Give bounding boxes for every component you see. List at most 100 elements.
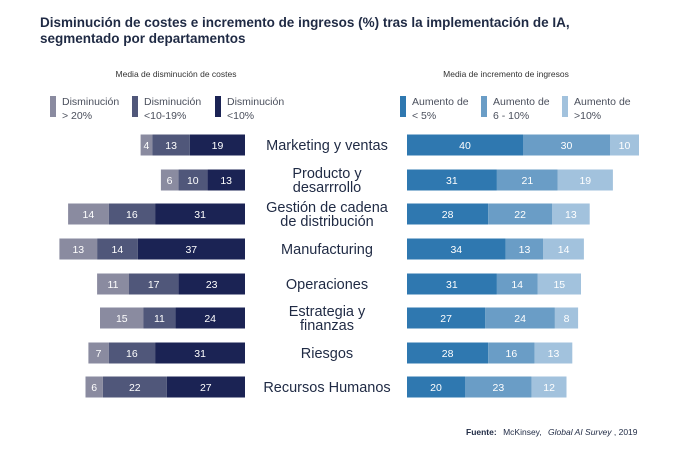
- cost-bar-segment: [189, 134, 245, 156]
- revenue-bar-segment: [407, 342, 489, 364]
- category-label: Marketing y ventas: [266, 138, 388, 154]
- revenue-data-label: 34: [450, 244, 462, 256]
- source-year: , 2019: [614, 427, 638, 437]
- category-label: Producto y desarrrollo: [292, 166, 362, 196]
- revenue-data-label: 19: [579, 175, 591, 187]
- revenue-data-label: 24: [514, 313, 526, 325]
- legend-label: Disminución <10-19%: [144, 96, 201, 122]
- cost-bar-segment: [160, 169, 179, 191]
- cost-bar-segment: [178, 169, 208, 191]
- cost-data-label: 16: [126, 209, 138, 221]
- cost-data-label: 13: [220, 175, 232, 187]
- cost-data-label: 11: [154, 313, 165, 325]
- source-org: McKinsey,: [503, 427, 542, 437]
- legend-label: Disminución > 20%: [62, 96, 119, 122]
- source-publication: Global AI Survey: [548, 427, 612, 437]
- revenue-bar-segment: [531, 376, 567, 398]
- cost-data-label: 4: [143, 140, 149, 152]
- category-label: Recursos Humanos: [263, 380, 390, 396]
- revenue-bar-segment: [407, 376, 465, 398]
- cost-bar-segment: [102, 376, 167, 398]
- revenue-data-label: 31: [446, 279, 458, 291]
- revenue-bar-segment: [557, 169, 613, 191]
- cost-bar-segment: [108, 342, 156, 364]
- cost-bar-segment: [137, 238, 245, 260]
- revenue-data-label: 14: [558, 244, 570, 256]
- cost-bar-segment: [59, 238, 98, 260]
- cost-data-label: 17: [148, 279, 160, 291]
- cost-bar-segment: [155, 203, 245, 225]
- cost-data-label: 19: [212, 140, 224, 152]
- cost-data-label: 31: [194, 209, 206, 221]
- revenue-data-label: 27: [440, 313, 452, 325]
- chart-title-line-2: segmentado por departamentos: [40, 31, 246, 46]
- category-label: Operaciones: [286, 277, 368, 293]
- revenue-data-label: 31: [446, 175, 458, 187]
- revenue-bar-segment: [465, 376, 532, 398]
- revenue-bar-segment: [496, 169, 558, 191]
- revenue-data-label: 8: [564, 313, 570, 325]
- legend-swatch: [132, 96, 138, 117]
- cost-data-label: 14: [112, 244, 124, 256]
- legend-swatch: [50, 96, 56, 117]
- cost-bar-segment: [207, 169, 245, 191]
- revenue-data-label: 30: [561, 140, 573, 152]
- legend-swatch: [400, 96, 406, 117]
- revenue-data-label: 20: [430, 382, 442, 394]
- revenue-bars: 40 30 10 31 21 19 28 22 13 34 13 14 31 14 15 27 24 8 28 16 1…: [407, 134, 639, 398]
- cost-bar-segment: [143, 307, 176, 329]
- cost-data-label: 37: [185, 244, 197, 256]
- revenue-data-label: 16: [506, 348, 518, 360]
- legend-label: Aumento de < 5%: [412, 96, 469, 122]
- cost-bar-segment: [100, 307, 144, 329]
- cost-bar-segment: [175, 307, 245, 329]
- source-note: Fuente: McKinsey, Global AI Survey , 201…: [466, 427, 638, 437]
- revenue-bar-segment: [485, 307, 555, 329]
- cost-data-label: 15: [116, 313, 128, 325]
- category-label: Estrategia y finanzas: [289, 304, 366, 334]
- revenue-bar-segment: [407, 273, 497, 295]
- cost-data-label: 16: [126, 348, 138, 360]
- revenue-legend: Aumento de < 5% Aumento de 6 - 10% Aumento d…: [400, 96, 631, 122]
- cost-bar-segment: [152, 134, 190, 156]
- cost-data-label: 13: [72, 244, 84, 256]
- cost-legend: Disminución > 20% Disminución <10-19% Dismin…: [50, 96, 284, 122]
- cost-data-label: 6: [91, 382, 97, 394]
- revenue-bar-segment: [407, 307, 486, 329]
- cost-data-label: 27: [200, 382, 212, 394]
- cost-bar-segment: [166, 376, 245, 398]
- legend-label: Disminución <10%: [227, 96, 284, 122]
- svg-text:Fuente: McKinsey,: Fuente: McKinsey, Global AI Survey , 201…: [466, 427, 638, 437]
- revenue-bar-segment: [537, 273, 581, 295]
- cost-bar-segment: [68, 203, 109, 225]
- revenue-data-label: 13: [519, 244, 531, 256]
- revenue-data-label: 15: [553, 279, 565, 291]
- cost-bar-segment: [155, 342, 245, 364]
- revenue-data-label: 13: [565, 209, 577, 221]
- revenue-bar-segment: [496, 273, 538, 295]
- revenue-bar-segment: [407, 169, 497, 191]
- cost-bar-segment: [88, 342, 109, 364]
- legend-swatch: [481, 96, 487, 117]
- source-label: Fuente:: [466, 427, 497, 437]
- cost-data-label: 10: [187, 175, 199, 187]
- revenue-bar-segment: [554, 307, 579, 329]
- cost-bar-segment: [108, 203, 156, 225]
- revenue-bar-segment: [488, 203, 552, 225]
- revenue-bar-segment: [523, 134, 610, 156]
- cost-bar-segment: [85, 376, 103, 398]
- revenue-data-label: 40: [459, 140, 471, 152]
- revenue-bar-segment: [407, 203, 489, 225]
- revenue-panel-subtitle: Media de incremento de ingresos: [443, 69, 569, 79]
- revenue-bar-segment: [552, 203, 590, 225]
- revenue-data-label: 10: [619, 140, 631, 152]
- category-label: Riesgos: [301, 346, 353, 362]
- revenue-bar-segment: [610, 134, 639, 156]
- cost-bar-segment: [97, 238, 138, 260]
- revenue-bar-segment: [543, 238, 584, 260]
- category-label: Gestión de cadena de distribución: [266, 200, 389, 230]
- legend-swatch: [215, 96, 221, 117]
- revenue-data-label: 13: [548, 348, 560, 360]
- cost-data-label: 22: [129, 382, 141, 394]
